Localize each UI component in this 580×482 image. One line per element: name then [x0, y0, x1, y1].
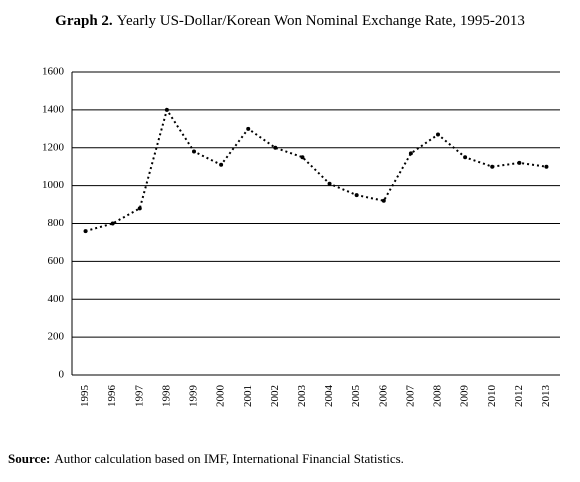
x-tick-label: 2010 — [486, 385, 498, 408]
data-point — [327, 181, 332, 186]
y-tick-label: 800 — [48, 217, 65, 229]
source-line: Source: Author calculation based on IMF, … — [8, 451, 404, 466]
x-tick-label: 1999 — [188, 385, 200, 408]
data-point — [463, 155, 468, 160]
data-point — [517, 160, 522, 165]
data-point — [490, 164, 495, 169]
x-tick-label: 1996 — [106, 385, 118, 408]
data-point — [219, 162, 224, 167]
x-tick-label: 2006 — [377, 385, 389, 408]
source: Author calculation based on IMF, Interna… — [54, 451, 404, 466]
x-tick-label: 2005 — [350, 385, 362, 408]
x-tick-label: 2007 — [404, 385, 416, 408]
x-tick-label: 1998 — [160, 385, 172, 408]
x-tick-label: 2002 — [269, 385, 281, 407]
x-tick-label: 2000 — [215, 385, 227, 408]
x-tick-label: 1997 — [133, 385, 145, 408]
y-tick-label: 1000 — [42, 179, 65, 191]
source-label: Source: — [8, 451, 50, 466]
y-tick-label: 1600 — [42, 66, 65, 78]
x-tick-label: 2013 — [540, 385, 552, 408]
y-tick-label: 400 — [48, 293, 65, 305]
data-point — [192, 149, 196, 154]
data-point — [164, 107, 169, 112]
data-point — [137, 206, 142, 211]
chart-title: Yearly US-Dollar/Korean Won Nominal Exch… — [117, 13, 525, 29]
x-tick-label: 2009 — [459, 385, 471, 408]
data-point — [246, 126, 251, 131]
data-point — [408, 151, 413, 156]
y-tick-label: 600 — [48, 255, 65, 267]
data-point — [273, 145, 278, 150]
data-point — [381, 198, 386, 203]
x-tick-label: 2012 — [513, 385, 525, 407]
x-tick-label: 1995 — [79, 385, 91, 408]
data-point — [544, 164, 549, 169]
data-line — [85, 107, 547, 233]
data-point — [83, 229, 88, 234]
y-tick-label: 200 — [48, 331, 65, 343]
x-tick-label: 2001 — [242, 385, 254, 407]
chart-title-line: Graph 2. Yearly US-Dollar/Korean Won Nomi… — [55, 13, 525, 29]
data-point — [354, 193, 359, 198]
y-tick-label: 0 — [59, 369, 65, 381]
y-tick-label: 1400 — [42, 103, 65, 115]
x-tick-label: 2008 — [432, 385, 444, 408]
x-tick-label: 2004 — [323, 385, 335, 408]
title-prefix: Graph 2. — [55, 13, 113, 29]
data-point — [110, 221, 115, 226]
data-point — [436, 132, 440, 137]
x-tick-label: 2003 — [296, 385, 308, 408]
data-point — [300, 155, 305, 160]
y-tick-label: 1200 — [42, 141, 65, 153]
